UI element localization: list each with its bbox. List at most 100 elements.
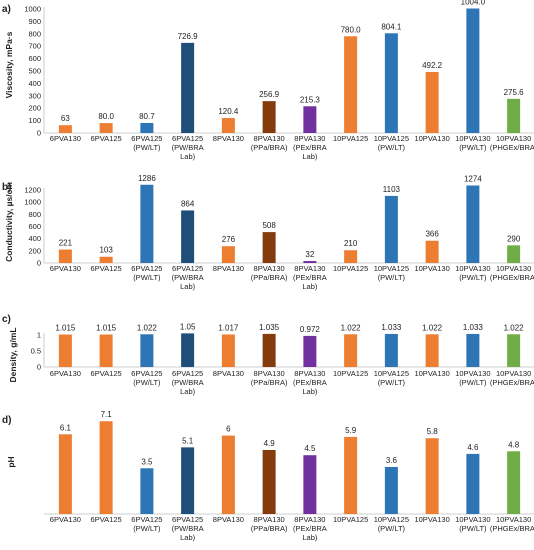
y-axis-title: Density, g/mL [8,327,18,382]
bar [99,334,113,367]
x-tick-label: (PHGEx/BRA) [490,143,534,152]
y-tick-label: 0 [37,259,41,268]
x-tick-label: (PW/LT) [459,273,487,282]
data-label: 80.0 [98,112,114,121]
bar [425,240,439,263]
bar [221,246,235,263]
x-tick-label: (PW/BRA [172,273,204,282]
x-tick-label: 10PVA130 [496,134,531,143]
x-tick-label: 10PVA130 [455,515,490,524]
data-label: 4.6 [467,443,479,452]
data-label: 210 [344,239,358,248]
y-tick-label: 1200 [24,186,41,195]
x-tick-label: 8PVA130 [254,264,285,273]
x-tick-label: 8PVA130 [254,369,285,378]
y-tick-label: 900 [28,17,41,26]
bar [344,334,358,367]
x-tick-label: (PW/BRA [172,378,204,387]
bar [181,333,195,367]
bar [384,195,398,263]
data-label: 492.2 [422,61,443,70]
bar [181,42,195,134]
bar [58,125,72,133]
x-tick-label: (PHGEx/BRA) [490,378,534,387]
data-label: 120.4 [218,107,239,116]
x-tick-label: Lab) [180,533,196,542]
x-tick-label: (PPa/BRA) [251,273,288,282]
data-label: 1.017 [218,323,239,332]
x-tick-label: 6PVA125 [172,515,203,524]
x-tick-label: (PW/LT) [133,524,161,533]
y-tick-label: 600 [28,54,41,63]
data-label: 221 [59,239,73,248]
data-label: 7.1 [101,410,113,419]
x-tick-label: (PHGEx/BRA) [490,524,534,533]
x-tick-label: Lab) [302,387,318,396]
x-tick-label: (PW/LT) [378,378,406,387]
x-tick-label: (PW/LT) [459,378,487,387]
bar [303,335,317,367]
panel-label: c) [2,314,11,325]
bar [140,334,154,367]
data-label: 804.1 [381,22,402,31]
x-tick-label: 10PVA130 [496,369,531,378]
bar [425,71,439,133]
y-tick-label: 0 [37,363,41,372]
bar [58,334,72,367]
data-label: 1274 [464,174,482,183]
x-tick-label: (PEx/BRA [293,524,327,533]
x-tick-label: 10PVA125 [333,264,368,273]
x-tick-label: 6PVA125 [91,134,122,143]
y-tick-label: 1 [37,331,41,340]
x-tick-label: (PW/LT) [133,378,161,387]
bar [58,249,72,263]
data-label: 1.033 [381,323,402,332]
y-tick-label: 400 [28,234,41,243]
data-label: 256.9 [259,90,280,99]
x-tick-label: 10PVA130 [455,369,490,378]
data-label: 103 [99,246,113,255]
bar [384,33,398,134]
bar [425,334,439,367]
bar [262,333,276,367]
x-tick-label: (PW/LT) [459,143,487,152]
x-tick-label: 10PVA130 [455,264,490,273]
x-tick-label: Lab) [302,282,318,291]
data-label: 5.1 [182,436,194,445]
x-tick-label: Lab) [180,282,196,291]
x-tick-label: Lab) [180,152,196,161]
x-tick-label: (PHGEx/BRA) [490,273,534,282]
data-label: 508 [262,221,276,230]
x-tick-label: 6PVA130 [50,264,81,273]
data-label: 4.9 [264,439,276,448]
y-axis-title: Conductivity, µs/cm [4,182,14,262]
data-label: 0.972 [300,325,321,334]
bar [466,333,480,367]
y-tick-label: 700 [28,42,41,51]
data-label: 864 [181,199,195,208]
data-label: 275.6 [504,88,525,97]
bar [221,435,235,514]
y-tick-label: 0.5 [31,347,41,356]
data-label: 780.0 [341,25,362,34]
x-tick-label: 10PVA125 [374,134,409,143]
data-label: 1.022 [137,323,158,332]
x-tick-label: 8PVA130 [213,134,244,143]
bar [507,245,521,263]
x-tick-label: Lab) [302,533,318,542]
bar [262,101,276,133]
data-label: 1004.0 [461,0,486,7]
data-label: 3.5 [141,457,153,466]
data-label: 6.1 [60,423,72,432]
x-tick-label: (PEx/BRA [293,378,327,387]
bar [181,447,195,514]
bar [140,468,154,514]
bar [425,438,439,514]
bar [181,210,195,263]
bar [99,421,113,514]
x-tick-label: 10PVA125 [333,134,368,143]
x-tick-label: 6PVA125 [131,134,162,143]
data-label: 1.015 [96,324,117,333]
data-label: 63 [61,114,70,123]
x-tick-label: (PPa/BRA) [251,524,288,533]
